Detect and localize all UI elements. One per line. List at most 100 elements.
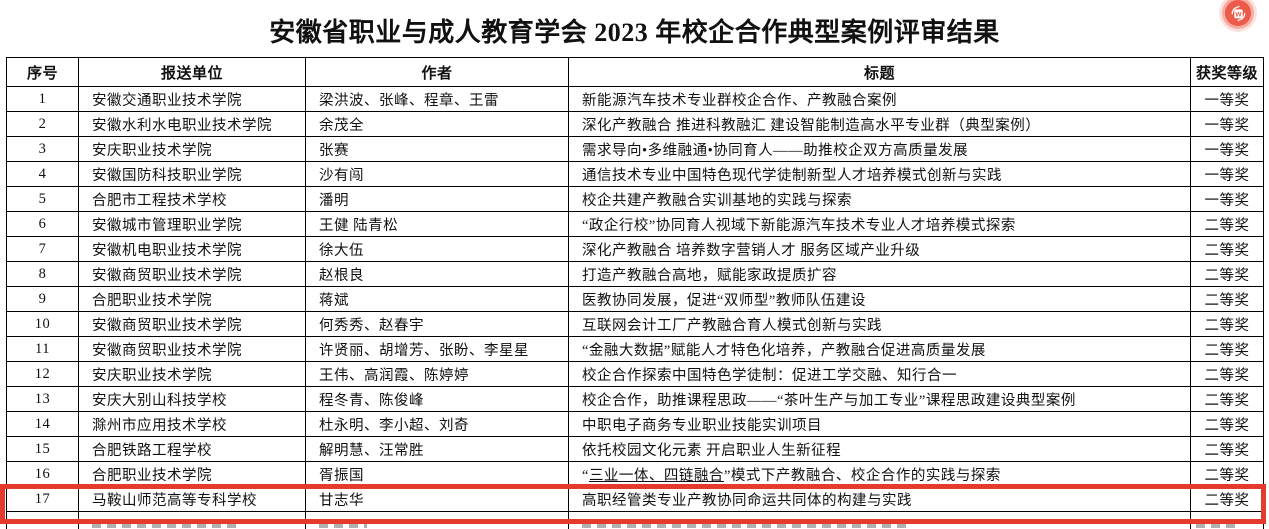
clipped-text-fragment (92, 524, 242, 528)
cell-no: 8 (6, 261, 79, 287)
cell-no: 10 (6, 311, 79, 337)
cell-award: 二等奖 (1190, 286, 1264, 312)
cell-title: 深化产教融合 推进科教融汇 建设智能制造高水平专业群（典型案例） (568, 111, 1191, 137)
cell-unit: 安徽水利水电职业技术学院 (78, 111, 306, 137)
cell-authors: 杜永明、李小超、刘奇 (305, 411, 569, 437)
header-no: 序号 (6, 57, 79, 87)
table-row: 4 安徽国防科技职业学院 沙有闯 通信技术专业中国特色现代学徒制新型人才培养模式创新与… (6, 161, 1264, 187)
cell-authors: 何秀秀、赵春宇 (305, 311, 569, 337)
table-row: 1 安徽交通职业技术学院 梁洪波、张峰、程章、王雷 新能源汽车技术专业群校企合作、产教… (6, 86, 1264, 112)
cell-title: 中职电子商务专业职业技能实训项目 (568, 411, 1191, 437)
cell-unit: 安庆职业技术学院 (78, 136, 306, 162)
cell-award: 二等奖 (1190, 211, 1264, 237)
cell-no: 9 (6, 286, 79, 312)
cell-no: 14 (6, 411, 79, 437)
table-row: 3 安庆职业技术学院 张赛 需求导向•多维融通•协同育人——助推校企双方高质量发展 一等… (6, 136, 1264, 162)
cell-authors: 蒋斌 (305, 286, 569, 312)
cell-authors: 沙有闯 (305, 161, 569, 187)
results-table: 序号 报送单位 作者 标题 获奖等级 1 安徽交通职业技术学院 梁洪波、张峰、程章、… (6, 57, 1264, 529)
cell-authors: 王伟、高润霞、陈婷婷 (305, 361, 569, 387)
table-row: 9 合肥职业技术学院 蒋斌 医教协同发展，促进“双师型”教师队伍建设 二等奖 (6, 286, 1264, 312)
clipped-text-fragment (319, 524, 367, 528)
partial-row (6, 511, 1264, 529)
table-row: 14 滁州市应用技术学校 杜永明、李小超、刘奇 中职电子商务专业职业技能实训项目 二等奖 (6, 411, 1264, 437)
cell-award: 二等奖 (1190, 486, 1264, 512)
cell-no: 5 (6, 186, 79, 212)
cell-title: 互联网会计工厂产教融合育人模式创新与实践 (568, 311, 1191, 337)
cell-authors: 程冬青、陈俊峰 (305, 386, 569, 412)
cell-title: 通信技术专业中国特色现代学徒制新型人才培养模式创新与实践 (568, 161, 1191, 187)
cell-title (568, 511, 1191, 529)
cell-award: 二等奖 (1190, 361, 1264, 387)
table-row: 10 安徽商贸职业技术学院 何秀秀、赵春宇 互联网会计工厂产教融合育人模式创新与实践二… (6, 311, 1264, 337)
table-row: 5 合肥市工程技术学校 潘明 校企共建产教融合实训基地的实践与探索 一等奖 (6, 186, 1264, 212)
cell-no: 17 (6, 486, 79, 512)
cell-title: 校企合作探索中国特色学徒制：促进工学交融、知行合一 (568, 361, 1191, 387)
header-award: 获奖等级 (1190, 57, 1264, 87)
cell-unit: 合肥铁路工程学校 (78, 436, 306, 462)
cell-no: 15 (6, 436, 79, 462)
clipped-text-fragment (582, 524, 912, 528)
cell-unit: 合肥职业技术学院 (78, 286, 306, 312)
cell-award: 一等奖 (1190, 111, 1264, 137)
cell-no: 4 (6, 161, 79, 187)
cell-no: 1 (6, 86, 79, 112)
table-row: 17 马鞍山师范高等专科学校 甘志华 高职经管类专业产教协同命运共同体的构建与实践 二等… (6, 486, 1264, 512)
cell-award (1190, 511, 1264, 529)
cell-award: 一等奖 (1190, 86, 1264, 112)
cell-award: 一等奖 (1190, 186, 1264, 212)
cell-title: 医教协同发展，促进“双师型”教师队伍建设 (568, 286, 1191, 312)
cell-no: 11 (6, 336, 79, 362)
header-unit: 报送单位 (78, 57, 306, 87)
cell-award: 二等奖 (1190, 386, 1264, 412)
table-row: 2 安徽水利水电职业技术学院 余茂全 深化产教融合 推进科教融汇 建设智能制造高水平专… (6, 111, 1264, 137)
table-row: 16 合肥职业技术学院 胥振国 “三业一体、四链融合”模式下产教融合、校企合作的实践与… (6, 461, 1264, 487)
convert-to-doc-button[interactable]: W (1222, 0, 1254, 29)
cell-unit: 安徽商贸职业技术学院 (78, 311, 306, 337)
cell-title: “政企行校”协同育人视域下新能源汽车技术专业人才培养模式探索 (568, 211, 1191, 237)
cell-authors: 甘志华 (305, 486, 569, 512)
cell-unit: 马鞍山师范高等专科学校 (78, 486, 306, 512)
cell-unit: 安徽城市管理职业学院 (78, 211, 306, 237)
cell-unit (78, 511, 306, 529)
cell-title: “金融大数据”赋能人才特色化培养，产教融合促进高质量发展 (568, 336, 1191, 362)
table-row: 7 安徽机电职业技术学院 徐大伍 深化产教融合 培养数字营销人才 服务区域产业升级 二等… (6, 236, 1264, 262)
cell-unit: 合肥职业技术学院 (78, 461, 306, 487)
cell-unit: 安徽商贸职业技术学院 (78, 261, 306, 287)
cell-no: 16 (6, 461, 79, 487)
cell-no: 12 (6, 361, 79, 387)
cell-title: 校企共建产教融合实训基地的实践与探索 (568, 186, 1191, 212)
table-row: 12 安庆职业技术学院 王伟、高润霞、陈婷婷 校企合作探索中国特色学徒制：促进工学交融… (6, 361, 1264, 387)
cell-authors (305, 511, 569, 529)
page-title: 安徽省职业与成人教育学会 2023 年校企合作典型案例评审结果 (269, 18, 1000, 47)
clipped-text-fragment (1196, 524, 1238, 528)
cell-unit: 安徽商贸职业技术学院 (78, 336, 306, 362)
header-authors: 作者 (305, 57, 569, 87)
cell-title: “三业一体、四链融合”模式下产教融合、校企合作的实践与探索 (568, 461, 1191, 487)
cell-no: 7 (6, 236, 79, 262)
cell-authors: 张赛 (305, 136, 569, 162)
cell-authors: 余茂全 (305, 111, 569, 137)
doc-convert-icon: W (1225, 0, 1251, 26)
cell-title: 依托校园文化元素 开启职业人生新征程 (568, 436, 1191, 462)
cell-award: 二等奖 (1190, 311, 1264, 337)
cell-unit: 滁州市应用技术学校 (78, 411, 306, 437)
cell-award: 二等奖 (1190, 336, 1264, 362)
cell-title: 新能源汽车技术专业群校企合作、产教融合案例 (568, 86, 1191, 112)
cell-no: 3 (6, 136, 79, 162)
cell-authors: 许贤丽、胡增芳、张盼、李星星 (305, 336, 569, 362)
cell-no: 13 (6, 386, 79, 412)
cell-title: 深化产教融合 培养数字营销人才 服务区域产业升级 (568, 236, 1191, 262)
cell-authors: 胥振国 (305, 461, 569, 487)
cell-unit: 安庆大别山科技学校 (78, 386, 306, 412)
cell-title: 需求导向•多维融通•协同育人——助推校企双方高质量发展 (568, 136, 1191, 162)
cell-award: 二等奖 (1190, 411, 1264, 437)
cell-no: 2 (6, 111, 79, 137)
table-row: 11 安徽商贸职业技术学院 许贤丽、胡增芳、张盼、李星星 “金融大数据”赋能人才特色化… (6, 336, 1264, 362)
cell-award: 一等奖 (1190, 161, 1264, 187)
table-row: 8 安徽商贸职业技术学院 赵根良 打造产教融合高地，赋能家政提质扩容 二等奖 (6, 261, 1264, 287)
cell-title: 校企合作，助推课程思政——“茶叶生产与加工专业”课程思政建设典型案例 (568, 386, 1191, 412)
table-row: 15 合肥铁路工程学校 解明慧、汪常胜 依托校园文化元素 开启职业人生新征程 二等奖 (6, 436, 1264, 462)
cell-authors: 梁洪波、张峰、程章、王雷 (305, 86, 569, 112)
table-row: 13 安庆大别山科技学校 程冬青、陈俊峰 校企合作，助推课程思政——“茶叶生产与加工专… (6, 386, 1264, 412)
